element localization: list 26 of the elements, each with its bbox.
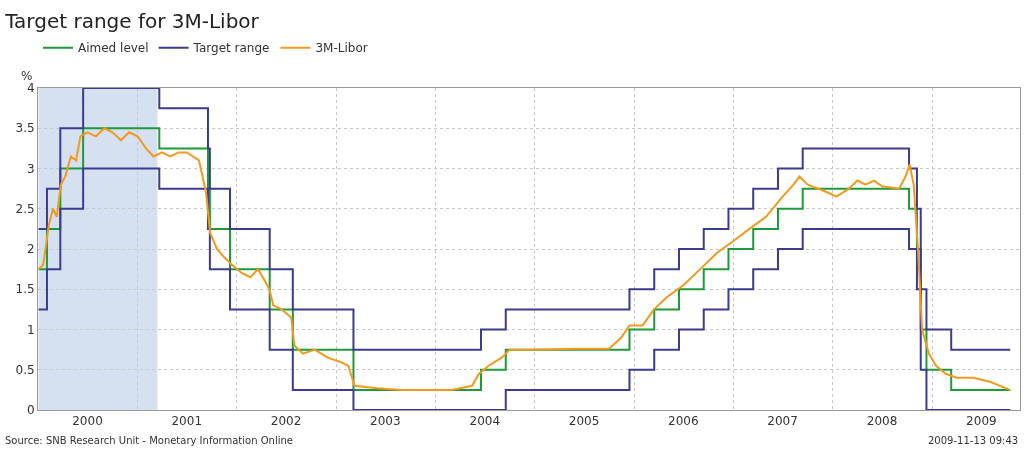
y-tick-label: 1 xyxy=(26,322,35,337)
x-tick-label: 2005 xyxy=(568,414,600,429)
x-tick-label: 2000 xyxy=(72,414,103,429)
y-axis-title: % xyxy=(21,69,33,83)
x-tick-label: 2003 xyxy=(370,414,401,429)
x-tick-label: 2008 xyxy=(866,414,898,429)
x-tick-label: 2002 xyxy=(270,414,302,429)
x-tick-label: 2009 xyxy=(966,414,997,429)
y-tick-label: 3 xyxy=(26,161,35,176)
legend-label: 3M-Libor xyxy=(315,41,368,56)
x-tick-label: 2001 xyxy=(171,414,203,429)
source-note: Source: SNB Research Unit - Monetary Information Online xyxy=(5,435,293,446)
y-tick-label: 2.5 xyxy=(15,201,35,216)
y-tick-label: 4 xyxy=(26,81,35,96)
y-tick-label: 1.5 xyxy=(15,282,35,297)
y-tick-label: 0 xyxy=(26,403,35,418)
text: 2009-11-13 09:43 xyxy=(928,435,1019,446)
x-tick-label: 2007 xyxy=(767,414,798,429)
legend-label: Aimed level xyxy=(78,41,149,56)
y-tick-label: 0.5 xyxy=(15,362,35,377)
x-tick-label: 2006 xyxy=(668,414,699,429)
legend-label: Target range xyxy=(192,41,270,56)
chart-title: Target range for 3M-Libor xyxy=(4,8,260,33)
y-tick-label: 2 xyxy=(26,242,35,257)
x-tick-label: 2004 xyxy=(469,414,501,429)
y-tick-label: 3.5 xyxy=(15,121,35,136)
